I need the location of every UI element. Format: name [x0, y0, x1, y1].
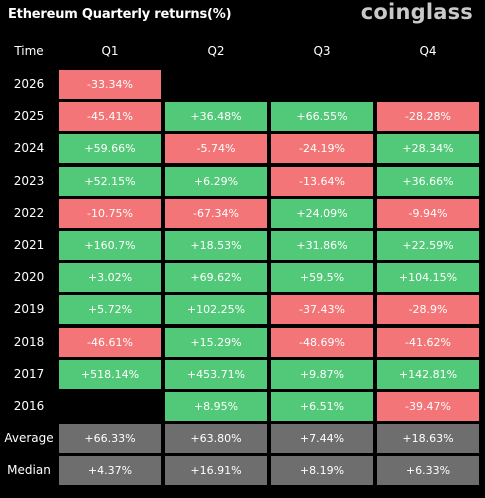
- row-label-median: Median: [7, 463, 51, 477]
- table-cell: +453.71%: [165, 360, 267, 389]
- table-cell: -5.74%: [165, 134, 267, 163]
- table-cell: +7.44%: [271, 424, 373, 453]
- table-cell: +9.87%: [271, 360, 373, 389]
- column-header-q1: Q1: [101, 44, 119, 58]
- table-cell: +8.19%: [271, 456, 373, 485]
- brand-logo: coinglass: [360, 0, 473, 24]
- table-cell: +160.7%: [59, 231, 161, 260]
- table-cell: -46.61%: [59, 328, 161, 357]
- table-cell: -45.41%: [59, 102, 161, 131]
- table-cell: +6.33%: [377, 456, 479, 485]
- table-cell: -24.19%: [271, 134, 373, 163]
- chart-title: Ethereum Quarterly returns(%): [8, 7, 232, 22]
- table-cell: +104.15%: [377, 263, 479, 292]
- table-cell: -28.9%: [377, 295, 479, 324]
- table-cell: -10.75%: [59, 199, 161, 228]
- row-label-2022: 2022: [13, 206, 45, 220]
- table-cell: +36.66%: [377, 167, 479, 196]
- table-cell: -39.47%: [377, 392, 479, 421]
- table-cell: +142.81%: [377, 360, 479, 389]
- row-label-2025: 2025: [13, 109, 45, 123]
- table-cell: +36.48%: [165, 102, 267, 131]
- table-cell: +6.29%: [165, 167, 267, 196]
- row-label-2021: 2021: [13, 238, 45, 252]
- table-cell: +59.66%: [59, 134, 161, 163]
- row-label-2018: 2018: [13, 335, 45, 349]
- table-cell: +59.5%: [271, 263, 373, 292]
- table-cell: +52.15%: [59, 167, 161, 196]
- row-label-2020: 2020: [13, 270, 45, 284]
- row-label-2016: 2016: [13, 399, 45, 413]
- table-cell: -13.64%: [271, 167, 373, 196]
- table-cell: +15.29%: [165, 328, 267, 357]
- table-cell: +69.62%: [165, 263, 267, 292]
- table-cell: +518.14%: [59, 360, 161, 389]
- table-cell: +31.86%: [271, 231, 373, 260]
- table-cell: +102.25%: [165, 295, 267, 324]
- table-cell: -41.62%: [377, 328, 479, 357]
- row-label-2023: 2023: [13, 174, 45, 188]
- table-cell: -37.43%: [271, 295, 373, 324]
- table-cell: +6.51%: [271, 392, 373, 421]
- table-cell: +5.72%: [59, 295, 161, 324]
- table-cell: +66.55%: [271, 102, 373, 131]
- table-cell: +18.63%: [377, 424, 479, 453]
- table-cell: +24.09%: [271, 199, 373, 228]
- column-header-q3: Q3: [313, 44, 331, 58]
- table-cell: -9.94%: [377, 199, 479, 228]
- table-cell: +63.80%: [165, 424, 267, 453]
- table-cell: +3.02%: [59, 263, 161, 292]
- row-label-average: Average: [4, 431, 54, 445]
- table-cell: -67.34%: [165, 199, 267, 228]
- table-cell: +28.34%: [377, 134, 479, 163]
- row-label-2026: 2026: [13, 77, 45, 91]
- table-cell: -28.28%: [377, 102, 479, 131]
- table-cell: +8.95%: [165, 392, 267, 421]
- row-label-2024: 2024: [13, 141, 45, 155]
- column-header-q2: Q2: [207, 44, 225, 58]
- time-header: Time: [14, 44, 44, 58]
- table-cell: -33.34%: [59, 70, 161, 99]
- column-header-q4: Q4: [419, 44, 437, 58]
- table-cell: +16.91%: [165, 456, 267, 485]
- row-label-2019: 2019: [13, 302, 45, 316]
- table-cell: +18.53%: [165, 231, 267, 260]
- table-cell: +4.37%: [59, 456, 161, 485]
- table-cell: +66.33%: [59, 424, 161, 453]
- table-cell: -48.69%: [271, 328, 373, 357]
- row-label-2017: 2017: [13, 367, 45, 381]
- table-cell: +22.59%: [377, 231, 479, 260]
